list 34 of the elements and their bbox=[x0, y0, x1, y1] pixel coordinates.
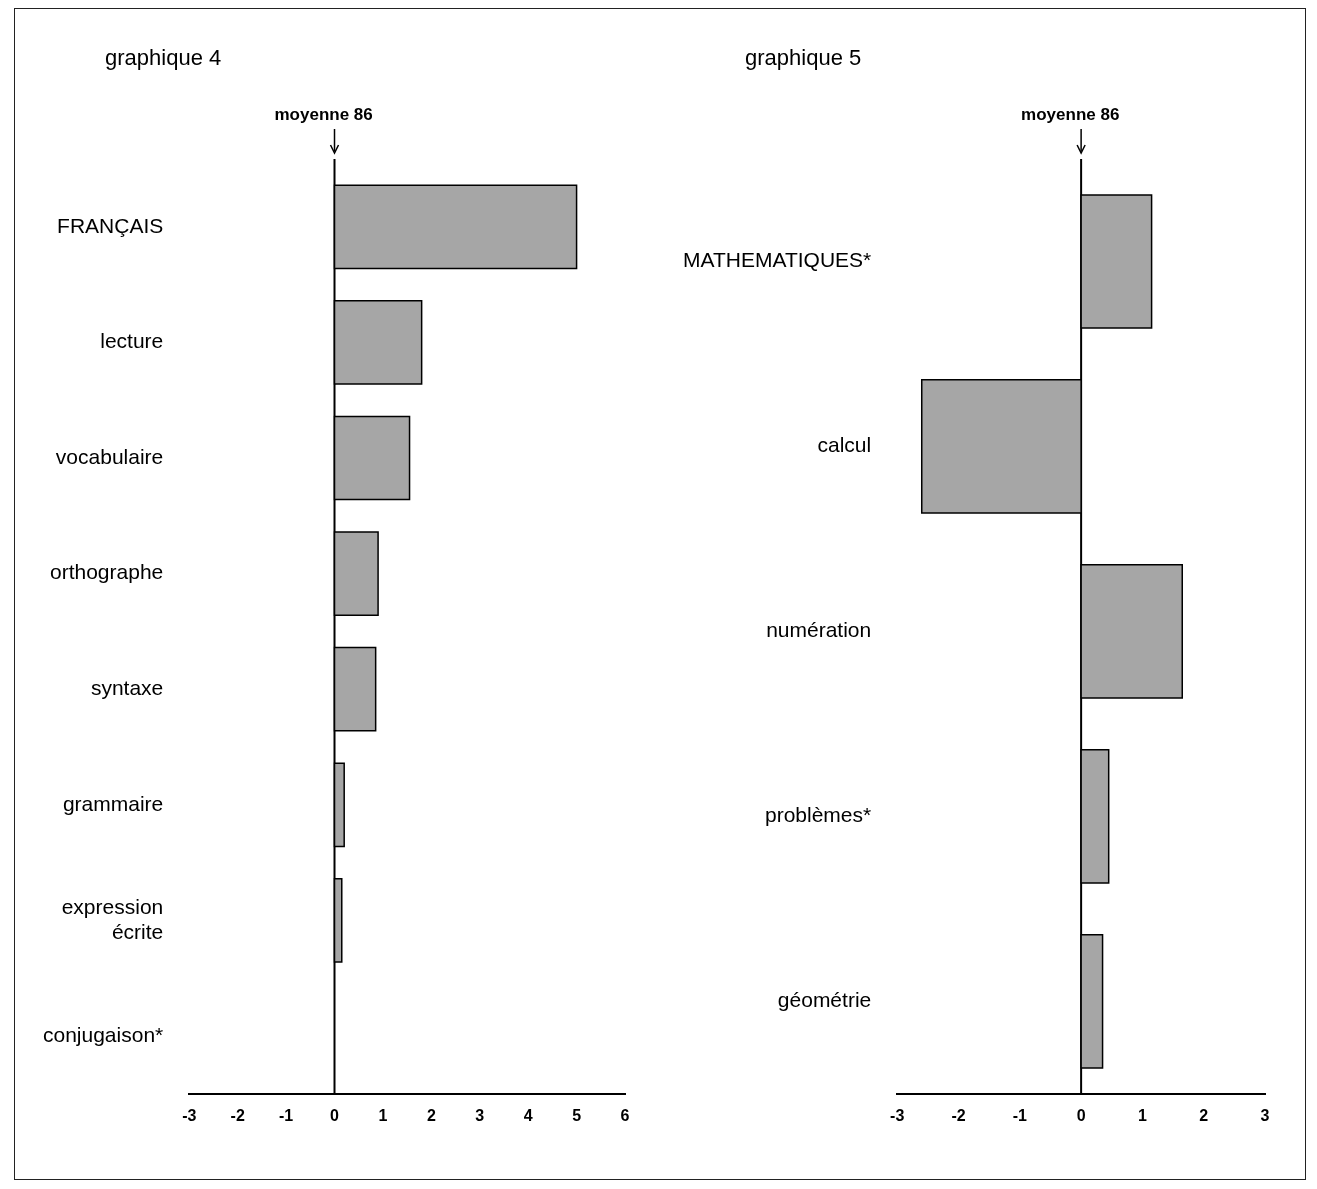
y-tick-label: calcul bbox=[817, 433, 872, 457]
ref-line-label: moyenne 86 bbox=[274, 105, 373, 125]
x-tick-label: 2 bbox=[1199, 1106, 1209, 1124]
y-tick-label: FRANÇAIS bbox=[57, 213, 164, 237]
x-tick-label: 5 bbox=[572, 1106, 582, 1124]
x-tick-label: 0 bbox=[1076, 1106, 1086, 1124]
x-tick-label: -2 bbox=[230, 1106, 245, 1124]
chart-title: graphique 4 bbox=[105, 45, 222, 71]
y-tick-label: conjugaison* bbox=[42, 1022, 164, 1046]
chart-title: graphique 5 bbox=[745, 45, 862, 71]
y-tick-label: grammaire bbox=[62, 791, 164, 815]
y-tick-label: orthographe bbox=[49, 560, 164, 584]
x-tick-label: 2 bbox=[426, 1106, 436, 1124]
y-tick-label: numération bbox=[766, 618, 872, 642]
x-tick-label: 3 bbox=[475, 1106, 485, 1124]
ref-line-label: moyenne 86 bbox=[1021, 105, 1120, 125]
x-tick-label: -3 bbox=[890, 1106, 905, 1124]
y-tick-label: syntaxe bbox=[90, 676, 164, 699]
x-tick-label: 1 bbox=[378, 1106, 388, 1124]
y-tick-label: vocabulaire bbox=[55, 444, 164, 468]
x-tick-label: -1 bbox=[1012, 1106, 1028, 1124]
y-tick-label: géométrie bbox=[777, 988, 872, 1012]
x-tick-label: 4 bbox=[523, 1106, 533, 1124]
x-tick-label: -1 bbox=[278, 1106, 294, 1124]
y-tick-label: expression écrite bbox=[61, 894, 164, 943]
y-tick-label: MATHEMATIQUES* bbox=[683, 248, 872, 272]
x-tick-label: 6 bbox=[620, 1106, 630, 1124]
x-tick-label: 3 bbox=[1260, 1106, 1270, 1124]
x-tick-label: 1 bbox=[1137, 1106, 1147, 1124]
x-tick-label: -3 bbox=[182, 1106, 197, 1124]
x-tick-label: -2 bbox=[951, 1106, 966, 1124]
x-tick-label: 0 bbox=[330, 1106, 340, 1124]
y-tick-label: lecture bbox=[100, 329, 164, 353]
y-tick-label: problèmes* bbox=[765, 803, 872, 827]
